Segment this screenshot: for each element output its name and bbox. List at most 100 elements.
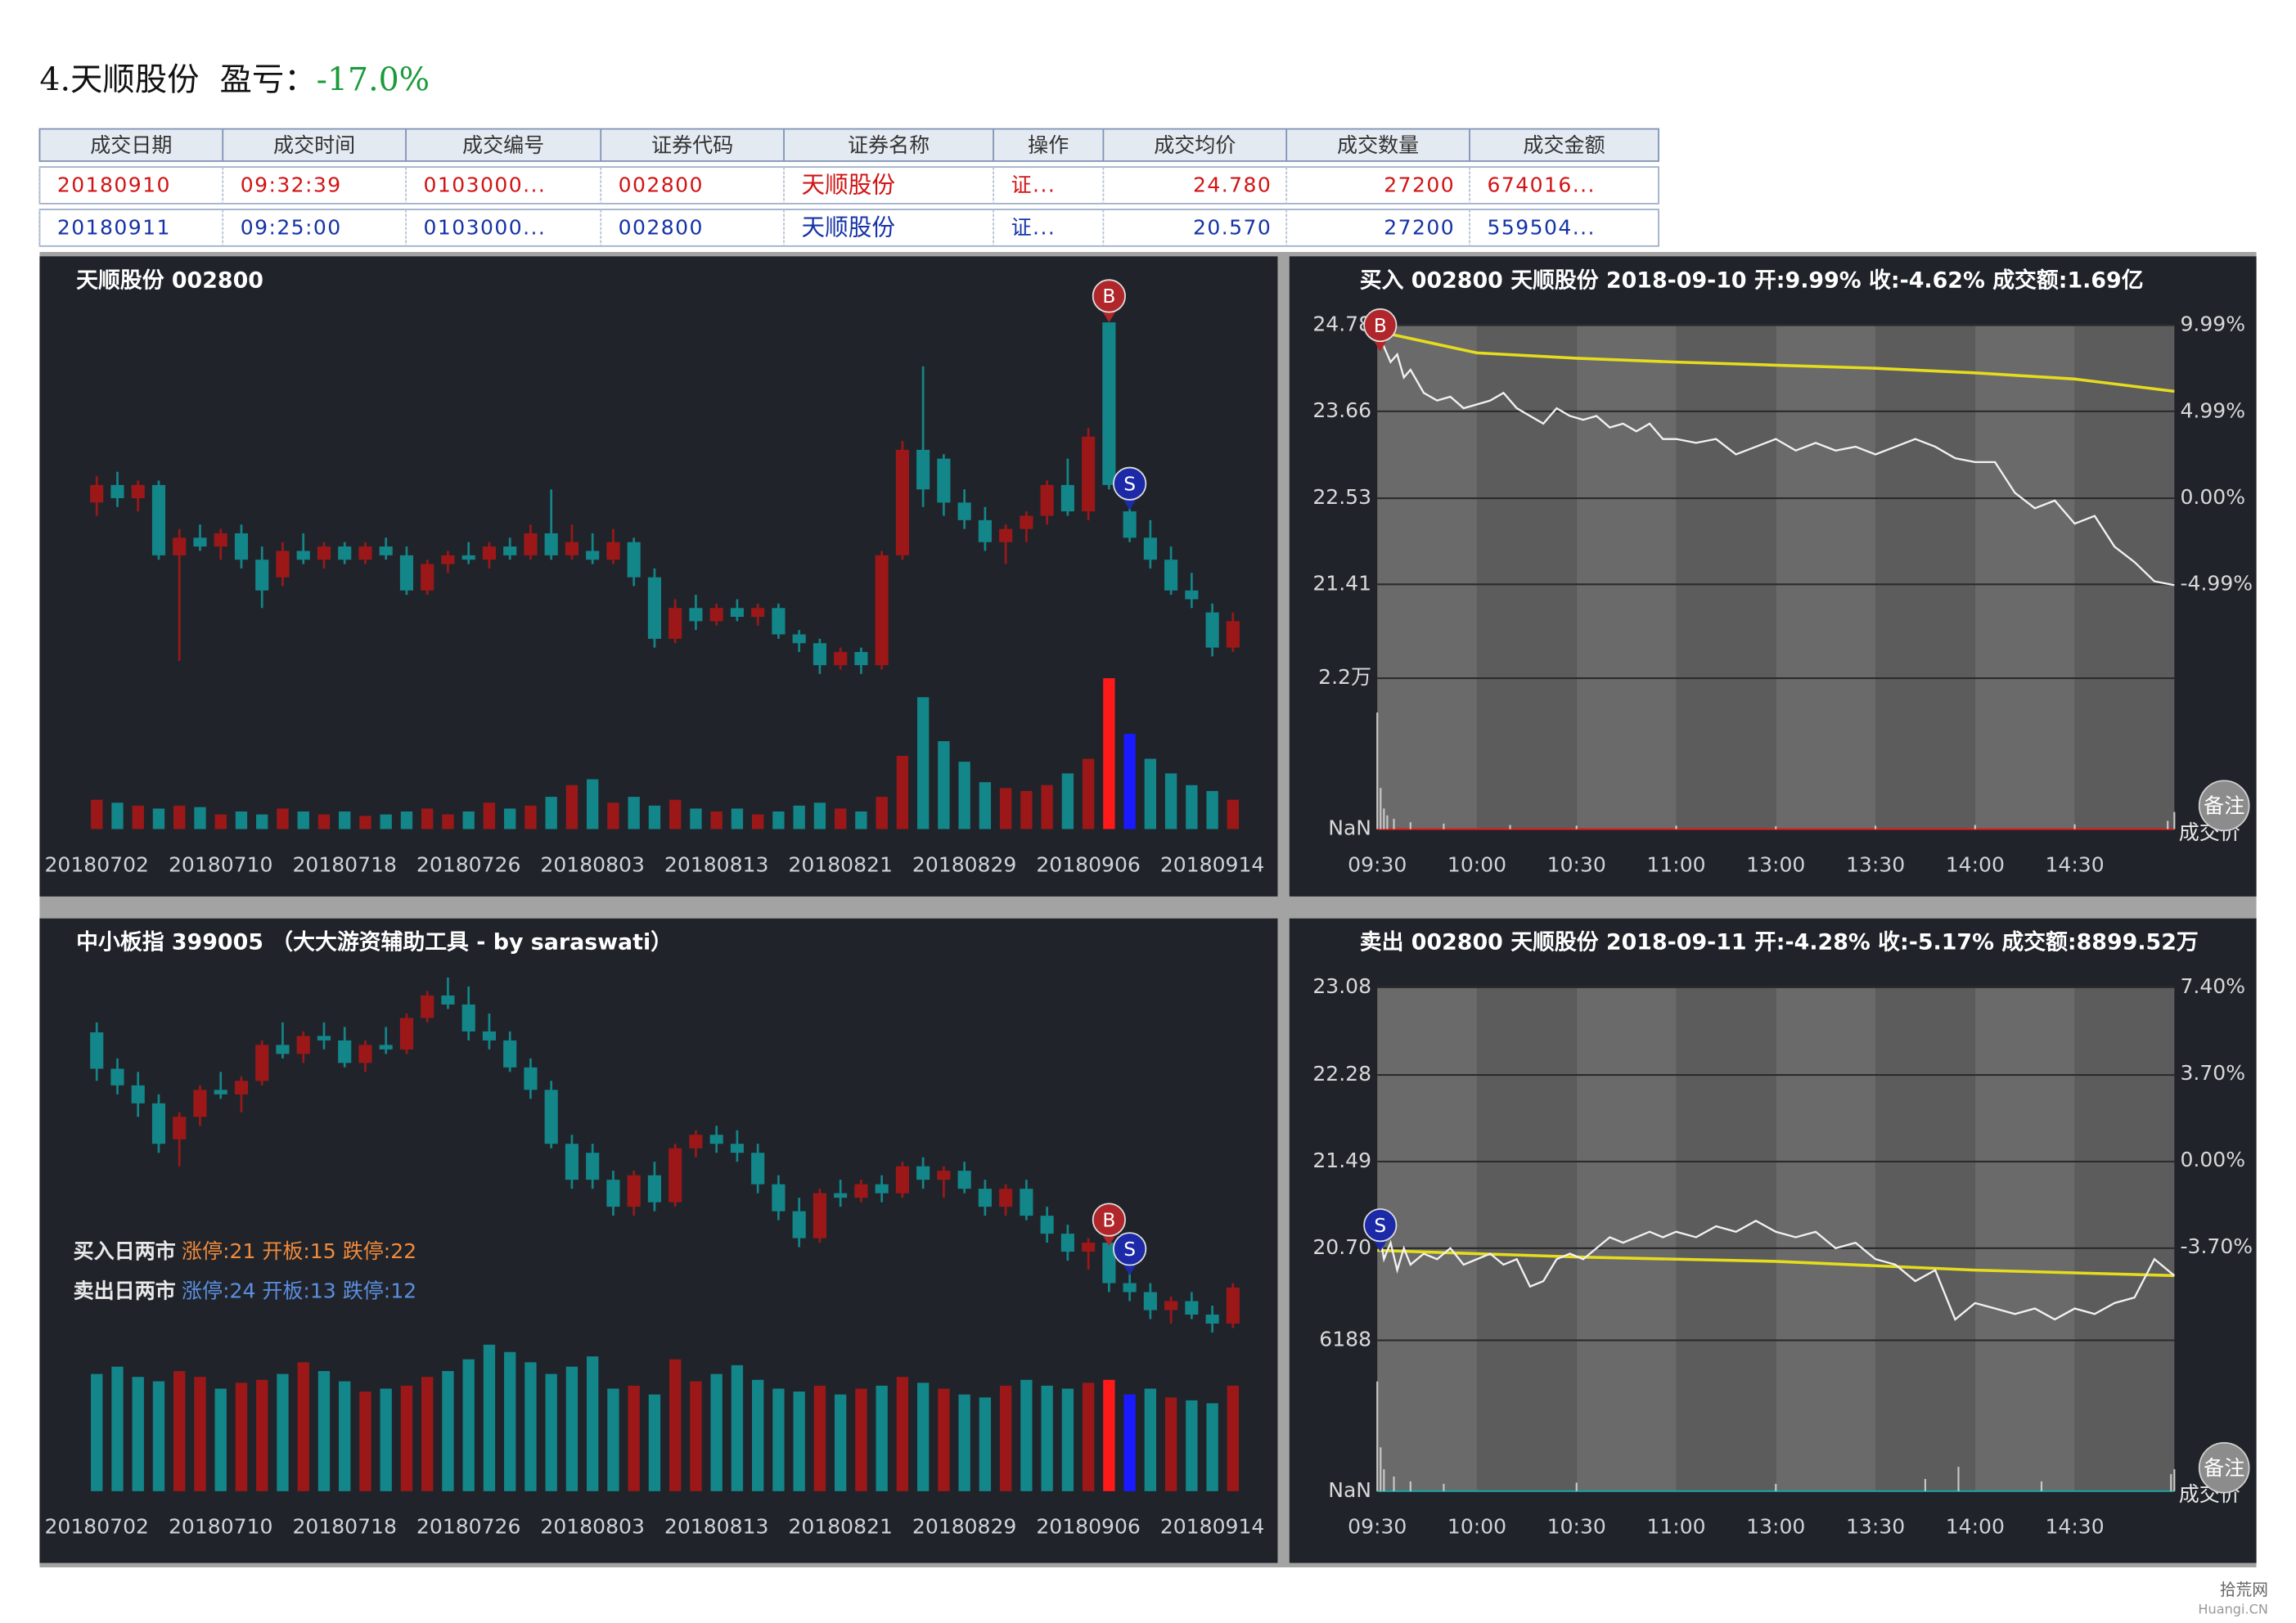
- table-cell: 20.570: [1193, 215, 1272, 239]
- marker-label: B: [1102, 1209, 1115, 1231]
- volume-bar: [235, 812, 248, 829]
- candle-body: [916, 1166, 930, 1180]
- volume-bar: [731, 808, 744, 829]
- candle-body: [151, 484, 166, 555]
- volume-bar: [235, 1382, 248, 1491]
- volume-bar: [400, 1385, 413, 1491]
- volume-bar: [1164, 1397, 1177, 1491]
- volume-bar: [339, 812, 351, 829]
- volume-bar: [1164, 773, 1177, 829]
- volume-bar: [690, 1381, 702, 1491]
- time-band: [2074, 987, 2175, 1491]
- candle-body: [1164, 560, 1178, 591]
- volume-bar: [277, 808, 289, 829]
- candle-body: [730, 1144, 744, 1153]
- volume-bar: [194, 1377, 206, 1491]
- candle-body: [1040, 1216, 1054, 1234]
- volume-bar: [979, 782, 992, 829]
- volume-bar: [876, 797, 888, 829]
- volume-bar: [855, 812, 867, 829]
- x-tick-label: 09:30: [1348, 852, 1407, 876]
- volume-bar: [813, 1385, 826, 1491]
- volume-bar: [462, 1359, 475, 1491]
- pnl-label: 盈亏：: [220, 61, 317, 98]
- volume-bar: [1123, 734, 1136, 829]
- volume-bar: [483, 803, 496, 829]
- candle-body: [647, 1175, 661, 1203]
- candle-body: [792, 1211, 806, 1239]
- x-tick-label: 20180702: [44, 852, 148, 876]
- volume-bar: [565, 785, 579, 829]
- volume-bar: [1082, 1382, 1095, 1491]
- volume-bar: [1082, 758, 1095, 829]
- candle-body: [709, 608, 723, 622]
- volume-bar: [483, 1344, 496, 1491]
- table-header-bg: [38, 128, 1659, 162]
- volume-bar: [607, 1388, 619, 1491]
- table-header-cell: 证券代码: [651, 133, 733, 157]
- candle-body: [524, 1067, 538, 1090]
- note-button[interactable]: [2198, 1441, 2250, 1494]
- volume-bar: [545, 1373, 557, 1491]
- table-cell: 674016...: [1488, 173, 1596, 196]
- volume-bar: [772, 812, 785, 829]
- candle-body: [110, 1068, 124, 1086]
- price-line: [1376, 325, 2175, 587]
- page-title: 4.天顺股份 盈亏：-17.0%: [39, 61, 430, 98]
- time-band: [1974, 987, 2075, 1491]
- price-line: [1376, 1220, 2176, 1321]
- candle-body: [214, 1090, 227, 1095]
- table-cell: 24.780: [1193, 173, 1272, 196]
- y2-tick-label: 0.00%: [2180, 1148, 2245, 1171]
- table-row-bg: [38, 166, 1659, 205]
- y-tick-label: 21.49: [1312, 1149, 1371, 1172]
- candle-body: [461, 1004, 475, 1032]
- volume-bar: [1144, 758, 1157, 829]
- candle-body: [503, 1040, 517, 1068]
- table-header-cell: 成交时间: [273, 133, 355, 157]
- x-tick-label: 20180829: [912, 1515, 1017, 1539]
- candle-body: [131, 484, 145, 498]
- volume-bar: [565, 1366, 579, 1491]
- candle-body: [1143, 537, 1157, 560]
- x-tick-label: 11:00: [1646, 1515, 1705, 1539]
- x-tick-label: 20180829: [912, 852, 1017, 876]
- volume-bar: [380, 814, 392, 829]
- time-band: [1776, 325, 1876, 829]
- y-tick-label: 23.66: [1312, 398, 1371, 422]
- volume-bar: [91, 1373, 103, 1491]
- volume-bar: [297, 1362, 309, 1491]
- marker-label: B: [1102, 285, 1115, 308]
- candle-body: [606, 542, 620, 560]
- note-label: 买入日两市: [74, 1239, 176, 1263]
- candle-body: [317, 1036, 331, 1041]
- volume-bar: [751, 1379, 764, 1491]
- volume-bar: [958, 1394, 970, 1491]
- volume-bar: [834, 1394, 847, 1491]
- table-cell: 09:25:00: [241, 215, 342, 239]
- candle-body: [565, 1144, 579, 1180]
- x-tick-label: 20180702: [44, 1515, 148, 1539]
- candle-body: [1060, 484, 1074, 512]
- volume-bar: [669, 799, 682, 829]
- table-cell: 0103000...: [424, 215, 547, 239]
- x-tick-label: 20180813: [664, 852, 769, 876]
- volume-bar: [710, 812, 723, 829]
- candle-body: [1102, 322, 1116, 485]
- candle-body: [565, 542, 579, 555]
- candle-body: [441, 995, 455, 1005]
- panel-title: 天顺股份 002800: [76, 268, 263, 293]
- candle-body: [978, 519, 992, 542]
- marker: [1113, 1232, 1147, 1266]
- candle-body: [895, 449, 909, 555]
- table-header-cell: 证券名称: [848, 133, 930, 157]
- volume-bar: [979, 1397, 992, 1491]
- note-button-label[interactable]: 备注: [2204, 1456, 2244, 1480]
- volume-bar: [1020, 1379, 1033, 1491]
- candle-body: [421, 564, 434, 591]
- volume-bar: [1206, 1403, 1218, 1491]
- note-button-label[interactable]: 备注: [2204, 794, 2244, 818]
- note-button[interactable]: [2198, 780, 2250, 832]
- table-cell: 27200: [1384, 215, 1455, 239]
